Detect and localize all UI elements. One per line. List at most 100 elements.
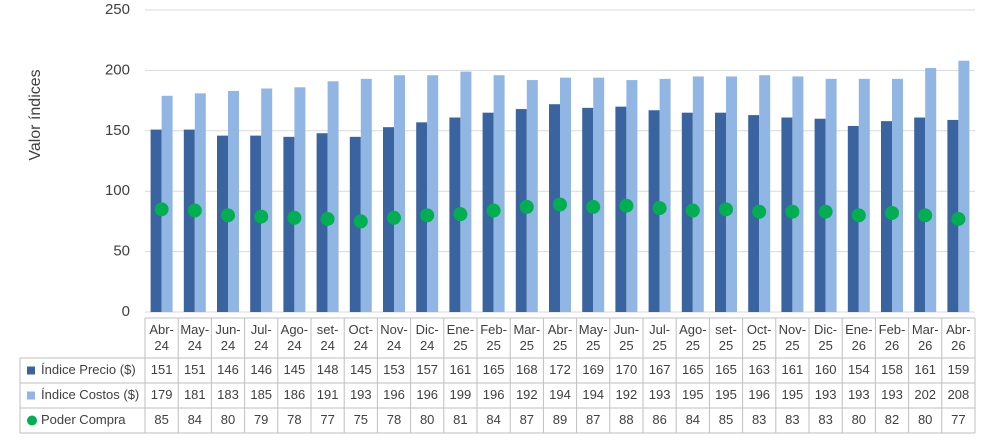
bar: [394, 75, 405, 313]
table-value: 163: [748, 362, 770, 377]
table-value: 158: [881, 362, 903, 377]
bar: [460, 71, 472, 312]
bar: [250, 135, 262, 312]
bar: [958, 60, 970, 313]
dot: [818, 204, 833, 219]
x-tick-label: Mar-25: [513, 322, 541, 353]
table-value: 161: [782, 362, 804, 377]
x-tick-label: Nov-24: [380, 322, 408, 353]
table-value: 192: [516, 387, 538, 402]
x-tick-label: Jun-24: [215, 322, 241, 353]
x-tick-label: Abr-25: [547, 322, 573, 353]
bar: [526, 80, 538, 313]
bar: [892, 78, 903, 312]
y-axis-label: Valor índices: [27, 69, 44, 160]
table-value: 154: [848, 362, 870, 377]
x-tick-label: Mar-26: [911, 322, 939, 353]
table-value: 193: [350, 387, 372, 402]
bar: [792, 76, 804, 312]
legend-label: Poder Compra: [41, 412, 126, 427]
bar: [593, 77, 605, 312]
dot: [254, 209, 269, 224]
x-tick-label: Dic-24: [415, 322, 439, 353]
bar: [726, 76, 737, 312]
dot: [951, 211, 966, 226]
table-value: 87: [586, 412, 600, 427]
dot: [320, 211, 335, 226]
y-tick-label: 200: [105, 61, 130, 78]
legend-marker: [27, 391, 35, 400]
dot: [785, 204, 800, 219]
x-tick-label: Ago-24: [280, 322, 309, 353]
bar: [759, 75, 771, 313]
table-value: 193: [881, 387, 903, 402]
table-value: 78: [287, 412, 301, 427]
dot: [287, 210, 302, 225]
table-value: 77: [320, 412, 334, 427]
x-tick-label: Oct-24: [348, 322, 374, 353]
dot: [154, 202, 169, 217]
bar: [493, 75, 505, 313]
table-value: 195: [782, 387, 804, 402]
dot: [885, 205, 899, 220]
bar: [560, 77, 571, 312]
x-tick-label: Dic-25: [814, 322, 838, 353]
x-tick-label: set-25: [715, 322, 737, 353]
dot: [619, 198, 634, 213]
table-value: 80: [852, 412, 866, 427]
table-value: 185: [250, 387, 272, 402]
bar: [228, 90, 239, 312]
table-value: 145: [284, 362, 306, 377]
dot: [187, 203, 202, 218]
y-tick-label: 150: [105, 122, 130, 139]
dot: [519, 199, 534, 214]
table-value: 153: [383, 362, 405, 377]
table-value: 167: [649, 362, 671, 377]
table-value: 80: [420, 412, 434, 427]
table-value: 85: [719, 412, 733, 427]
table-value: 89: [553, 412, 567, 427]
x-tick-label: Ene-25: [446, 322, 475, 353]
table-value: 146: [250, 362, 272, 377]
dot: [353, 214, 368, 229]
table-value: 83: [785, 412, 799, 427]
table-value: 208: [948, 387, 970, 402]
table-value: 183: [217, 387, 239, 402]
bar: [327, 81, 339, 312]
bar: [626, 80, 638, 313]
table-value: 181: [184, 387, 206, 402]
table-value: 170: [616, 362, 638, 377]
bar: [261, 88, 273, 313]
table-value: 191: [317, 387, 339, 402]
table-value: 151: [184, 362, 206, 377]
x-tick-label: Ene-26: [845, 322, 873, 353]
table-value: 84: [686, 412, 700, 427]
bar: [283, 136, 295, 312]
table-value: 78: [387, 412, 401, 427]
table-value: 196: [483, 387, 505, 402]
table-value: 195: [715, 387, 737, 402]
table-value: 83: [818, 412, 832, 427]
x-tick-label: set-24: [316, 322, 339, 353]
table-value: 84: [486, 412, 500, 427]
x-tick-label: Jul-24: [250, 322, 272, 353]
table-value: 194: [582, 387, 604, 402]
dot: [553, 197, 567, 212]
table-value: 79: [254, 412, 268, 427]
table-value: 157: [416, 362, 438, 377]
dot: [652, 201, 667, 216]
y-tick-label: 50: [113, 243, 130, 260]
legend-label: Índice Precio ($): [41, 362, 136, 377]
x-tick-label: Feb-25: [480, 322, 507, 353]
bar: [194, 93, 206, 313]
table-value: 160: [815, 362, 837, 377]
table-value: 193: [649, 387, 671, 402]
table-value: 195: [682, 387, 704, 402]
table-value: 165: [682, 362, 704, 377]
dot: [420, 208, 435, 223]
table-value: 202: [914, 387, 936, 402]
table-value: 169: [582, 362, 604, 377]
table-value: 83: [752, 412, 766, 427]
bar: [217, 135, 228, 312]
